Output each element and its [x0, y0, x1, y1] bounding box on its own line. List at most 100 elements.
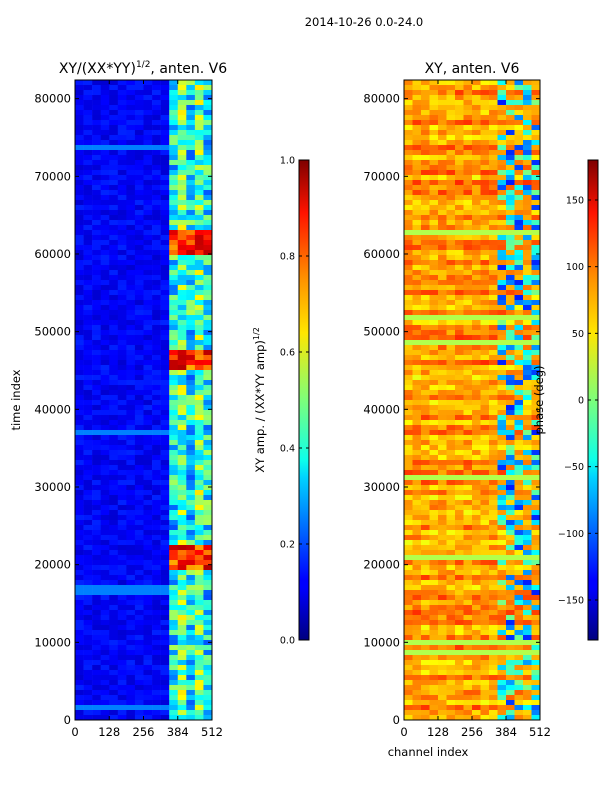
heatmap-cell [531, 145, 541, 151]
heatmap-cell [480, 155, 490, 161]
heatmap-cell [117, 445, 127, 451]
heatmap-cell [472, 235, 481, 241]
heatmap-cell [446, 360, 456, 366]
heatmap-cell [438, 480, 447, 486]
heatmap-cell [489, 440, 498, 446]
heatmap-cell [152, 360, 161, 366]
heatmap-cell [455, 315, 464, 321]
heatmap-cell [463, 485, 473, 491]
heatmap-cell [531, 305, 541, 311]
heatmap-cell [429, 410, 439, 416]
heatmap-cell [203, 475, 213, 481]
heatmap-cell [83, 625, 93, 631]
heatmap-cell [194, 115, 204, 121]
heatmap-cell [480, 575, 490, 581]
heatmap-cell [75, 670, 84, 676]
heatmap-cell [186, 85, 196, 91]
heatmap-cell [203, 140, 213, 146]
heatmap-cell [438, 90, 447, 96]
heatmap-cell [194, 240, 204, 246]
heatmap-cell [514, 435, 524, 441]
heatmap-cell [203, 375, 213, 381]
heatmap-cell [531, 455, 541, 461]
heatmap-cell [194, 535, 204, 541]
heatmap-cell [177, 420, 187, 426]
heatmap-cell [455, 530, 464, 536]
heatmap-cell [446, 705, 456, 711]
heatmap-cell [143, 490, 153, 496]
heatmap-cell [83, 400, 93, 406]
heatmap-cell [109, 580, 119, 586]
heatmap-cell [523, 655, 532, 661]
heatmap-cell [472, 325, 481, 331]
heatmap-cell [143, 225, 153, 231]
heatmap-cell [92, 475, 101, 481]
heatmap-cell [186, 80, 196, 86]
heatmap-cell [531, 155, 541, 161]
heatmap-cell [472, 525, 481, 531]
heatmap-cell [92, 165, 101, 171]
heatmap-cell [177, 100, 187, 106]
heatmap-cell [489, 175, 498, 181]
heatmap-cell [497, 190, 507, 196]
heatmap-cell [203, 470, 213, 476]
heatmap-cell [109, 615, 119, 621]
heatmap-cell [92, 625, 101, 631]
heatmap-cell [446, 135, 456, 141]
heatmap-cell [126, 630, 136, 636]
heatmap-cell [92, 235, 101, 241]
heatmap-cell [186, 525, 196, 531]
heatmap-cell [472, 440, 481, 446]
heatmap-cell [455, 715, 464, 721]
heatmap-cell [109, 110, 119, 116]
heatmap-cell [412, 105, 422, 111]
heatmap-cell [160, 585, 170, 591]
heatmap-cell [480, 100, 490, 106]
heatmap-cell [463, 685, 473, 691]
heatmap-cell [100, 275, 110, 281]
heatmap-cell [152, 230, 161, 236]
heatmap-cell [412, 255, 422, 261]
heatmap-cell [523, 405, 532, 411]
heatmap-cell [472, 115, 481, 121]
heatmap-cell [83, 165, 93, 171]
heatmap-cell [126, 550, 136, 556]
heatmap-cell [186, 490, 196, 496]
heatmap-cell [109, 700, 119, 706]
heatmap-cell [463, 335, 473, 341]
heatmap-cell [152, 280, 161, 286]
heatmap-cell [117, 295, 127, 301]
heatmap-cell [489, 415, 498, 421]
heatmap-cell [160, 200, 170, 206]
heatmap-cell [404, 675, 413, 681]
heatmap-cell [194, 315, 204, 321]
heatmap-cell [126, 535, 136, 541]
heatmap-cell [446, 205, 456, 211]
heatmap-cell [472, 605, 481, 611]
heatmap-cell [194, 345, 204, 351]
heatmap-cell [203, 560, 213, 566]
heatmap-cell [446, 290, 456, 296]
heatmap-cell [143, 625, 153, 631]
heatmap-cell [489, 230, 498, 236]
heatmap-cell [152, 120, 161, 126]
heatmap-cell [186, 320, 196, 326]
heatmap-cell [100, 620, 110, 626]
heatmap-cell [203, 445, 213, 451]
heatmap-cell [463, 310, 473, 316]
heatmap-cell [152, 690, 161, 696]
heatmap-cell [531, 710, 541, 716]
heatmap-cell [203, 595, 213, 601]
heatmap-cell [194, 600, 204, 606]
heatmap-cell [472, 305, 481, 311]
heatmap-cell [506, 100, 515, 106]
heatmap-cell [455, 640, 464, 646]
heatmap-cell [143, 675, 153, 681]
heatmap-cell [143, 255, 153, 261]
heatmap-cell [506, 480, 515, 486]
heatmap-cell [412, 590, 422, 596]
heatmap-cell [455, 600, 464, 606]
heatmap-cell [126, 155, 136, 161]
heatmap-cell [177, 315, 187, 321]
heatmap-cell [92, 635, 101, 641]
